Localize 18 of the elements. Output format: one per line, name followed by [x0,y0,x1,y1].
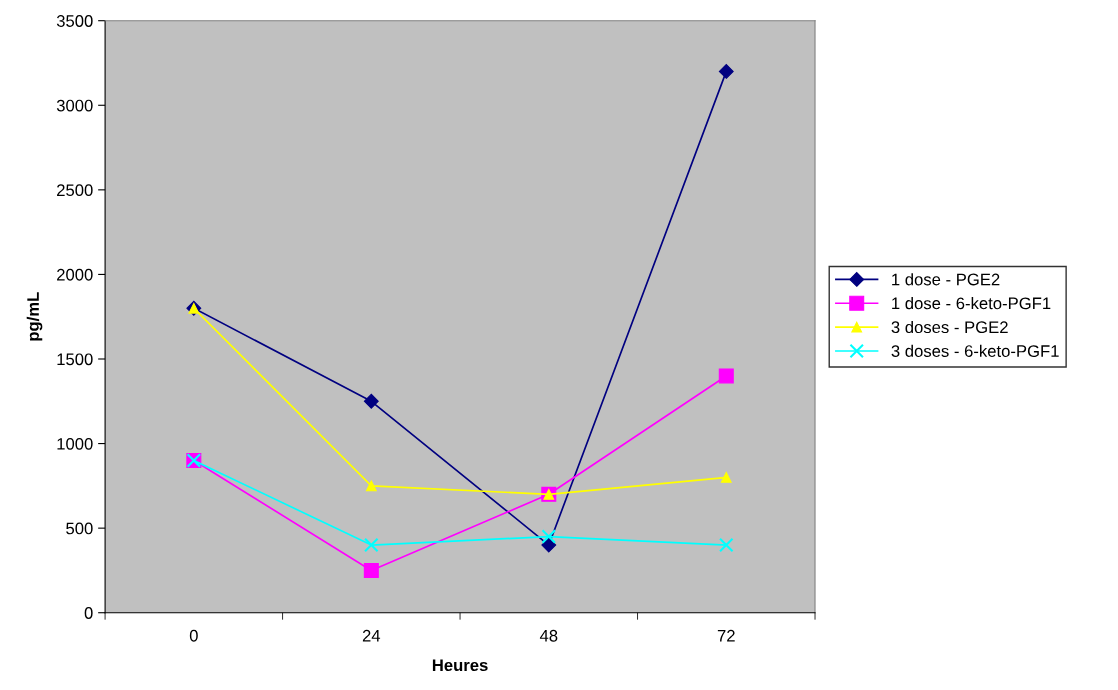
legend-label: 3 doses - PGE2 [891,320,1008,334]
y-tick-label: 3500 [56,15,93,27]
legend-label: 1 dose - 6-keto-PGF1 [892,297,1051,310]
legend-label: 1 dose - PGE2 [892,273,1000,286]
y-tick-label: 2500 [57,184,93,197]
x-tick-label: 48 [539,629,558,642]
y-tick-label: 500 [66,522,93,535]
y-tick-label: 1000 [57,437,93,450]
y-tick-label: 3000 [56,99,93,112]
legend-label: 3 doses - 6-keto-PGF1 [891,344,1059,357]
x-tick-label: 24 [362,629,381,642]
y-tick-label: 1500 [57,353,93,366]
x-tick-label: 0 [189,629,198,642]
x-axis-title: Heures [432,659,488,672]
y-tick-label: 2000 [57,268,93,281]
y-tick-label: 0 [84,607,93,619]
y-axis-title: pg/mL [26,292,43,341]
x-tick-label: 72 [717,629,735,642]
